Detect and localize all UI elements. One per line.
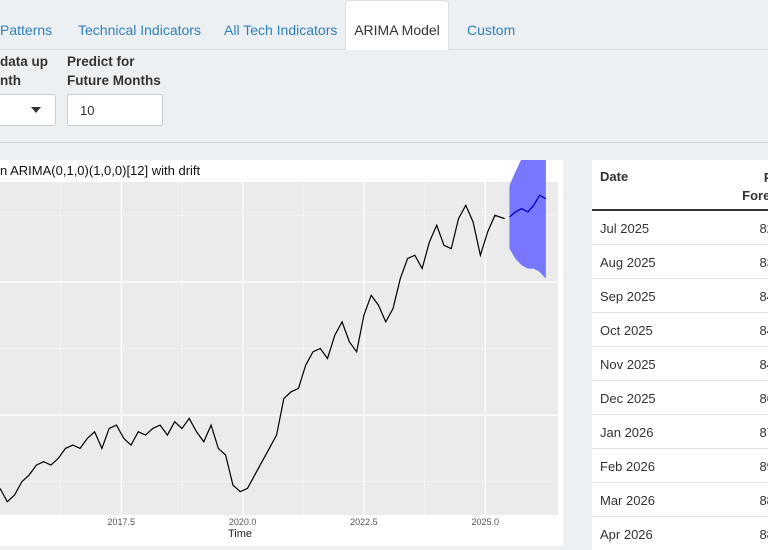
x-tick-label: 2025.0	[471, 517, 499, 527]
tab-patterns[interactable]: Patterns	[0, 22, 53, 38]
history-line	[0, 203, 505, 503]
data-range-label: data up nth	[0, 54, 49, 88]
table-row: Oct 2025 847.0	[592, 313, 768, 347]
header-date: Date	[600, 169, 629, 184]
row-forecast-value: 821.1	[759, 221, 768, 236]
tab-custom[interactable]: Custom	[467, 22, 516, 38]
forecast-confidence-band	[509, 160, 546, 279]
tab-technical-indicators[interactable]: Technical Indicators	[78, 22, 201, 38]
row-forecast-value: 837.3	[759, 255, 768, 270]
forecast-line	[509, 194, 547, 218]
row-date: Sep 2025	[600, 289, 656, 304]
table-row: Jan 2026 872.0	[592, 415, 768, 449]
tab-arima-model[interactable]: ARIMA Model	[345, 0, 449, 50]
row-forecast-value: 882.8	[759, 493, 768, 508]
row-forecast-value: 862.4	[759, 391, 768, 406]
header-divider	[592, 209, 768, 211]
row-forecast-value: 847.9	[759, 289, 768, 304]
row-forecast-value: 848.7	[759, 357, 768, 372]
grid-lines	[0, 182, 558, 515]
table-row: Jul 2025 821.1	[592, 211, 768, 245]
row-date: Feb 2026	[600, 459, 655, 474]
row-date: Jul 2025	[600, 221, 650, 236]
predict-months-label: Predict for Future Months	[67, 54, 161, 88]
table-row: Mar 2026 882.8	[592, 483, 768, 517]
table-row: Apr 2026 884.8	[592, 517, 768, 550]
row-forecast-value: 872.0	[759, 425, 768, 440]
data-range-select[interactable]	[0, 94, 56, 126]
tab-all-tech-indicators[interactable]: All Tech Indicators	[224, 22, 338, 38]
row-date: Jan 2026	[600, 425, 654, 440]
x-tick-label: 2020.0	[228, 517, 257, 527]
row-date: Mar 2026	[600, 493, 655, 508]
row-date: Aug 2025	[600, 255, 656, 270]
tab-bar: Patterns Technical Indicators All Tech I…	[0, 0, 768, 50]
table-row: Aug 2025 837.3	[592, 245, 768, 279]
row-forecast-value: 893.5	[759, 459, 768, 474]
forecast-plot-panel: n ARIMA(0,1,0)(1,0,0)[12] with drift 201…	[0, 160, 563, 546]
x-axis-title: Time	[228, 528, 253, 540]
x-tick-label: 2022.5	[350, 517, 378, 527]
header-point-forecast: Poin Forecas	[742, 170, 768, 203]
chevron-down-icon	[31, 107, 41, 113]
controls-panel: data up nth Predict for Future Months	[0, 50, 768, 143]
row-forecast-value: 884.8	[759, 527, 768, 542]
row-forecast-value: 847.0	[759, 323, 768, 338]
row-date: Nov 2025	[600, 357, 656, 372]
x-tick-label: 2017.5	[107, 517, 136, 527]
table-row: Sep 2025 847.9	[592, 279, 768, 313]
forecast-table: Date Poin Forecas Jul 2025 821.1 Aug 2025 8…	[592, 160, 768, 550]
row-date: Oct 2025	[600, 323, 653, 338]
predict-months-input[interactable]	[67, 94, 163, 126]
forecast-chart	[0, 160, 558, 515]
row-date: Apr 2026	[600, 527, 653, 542]
row-date: Dec 2025	[600, 391, 656, 406]
table-row: Dec 2025 862.4	[592, 381, 768, 415]
table-row: Nov 2025 848.7	[592, 347, 768, 381]
table-row: Feb 2026 893.5	[592, 449, 768, 483]
plot-title: n ARIMA(0,1,0)(1,0,0)[12] with drift	[0, 163, 201, 178]
